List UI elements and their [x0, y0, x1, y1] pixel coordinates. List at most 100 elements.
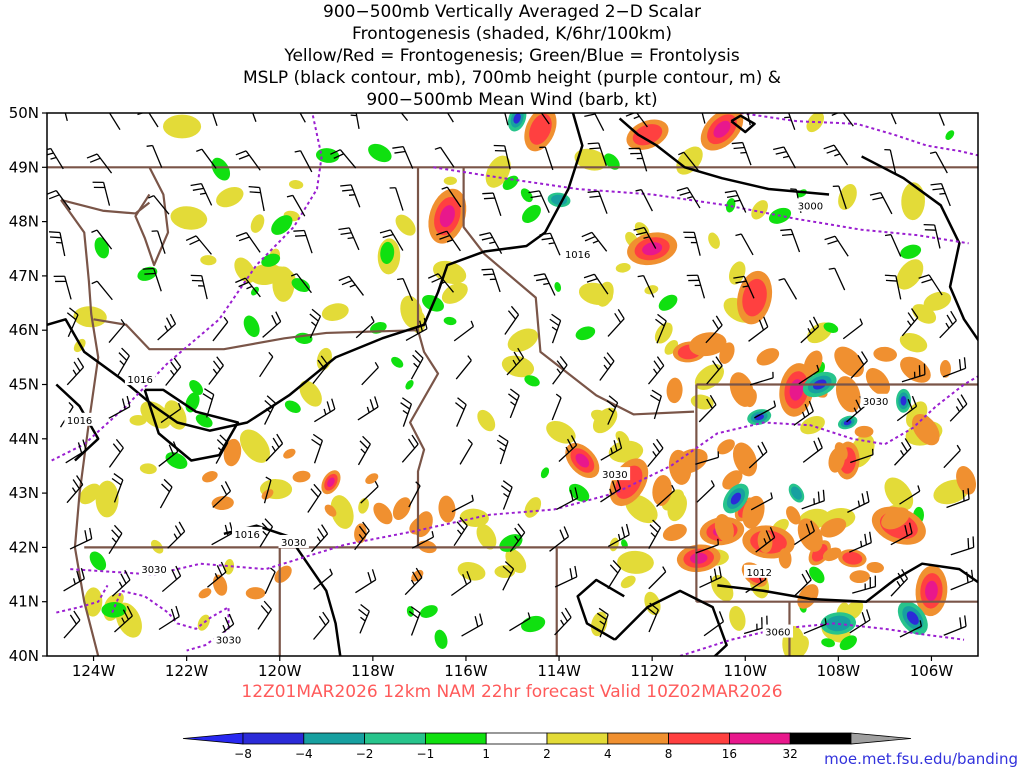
wind-barb: [706, 356, 723, 385]
contour-label-box: [213, 632, 244, 646]
shading-patch: [380, 241, 395, 264]
shading-patch: [522, 204, 541, 223]
shading-patch: [434, 629, 448, 649]
wind-barb: [66, 307, 79, 338]
wind-barb: [828, 267, 846, 291]
wind-barb: [695, 451, 720, 465]
colorbar-label: −4: [295, 747, 313, 761]
wind-barb: [434, 146, 455, 168]
shading-patch: [821, 638, 835, 648]
lat-tick-label: 42N: [9, 538, 39, 556]
shading-patch: [197, 614, 210, 631]
wind-barb: [528, 190, 550, 214]
shading-patch: [797, 518, 823, 552]
wind-barb: [148, 195, 170, 215]
shading-patch: [391, 356, 404, 368]
mslp-contour: [730, 114, 756, 134]
wind-barb: [142, 267, 162, 292]
height-3000-contour: [51, 113, 323, 462]
wind-barb: [357, 435, 371, 466]
wind-barb: [901, 363, 926, 383]
lat-tick-label: 49N: [9, 158, 39, 176]
shading-patch: [419, 605, 438, 618]
shading-patch: [881, 507, 910, 530]
shading-patch: [854, 425, 874, 438]
wind-barb: [923, 223, 941, 249]
wind-barb: [884, 148, 897, 174]
wind-barb: [92, 181, 111, 206]
wind-barb: [86, 153, 113, 174]
wind-barb: [160, 402, 182, 424]
wind-barb: [350, 113, 360, 129]
shading-patch: [708, 232, 720, 249]
wind-barb: [313, 611, 330, 640]
shading-patch: [900, 396, 907, 406]
wind-barb: [607, 559, 622, 590]
wind-barb: [265, 433, 284, 462]
shading-patch: [234, 257, 256, 283]
wind-barb: [587, 190, 608, 214]
wind-barb: [552, 355, 568, 385]
shading-patch: [392, 497, 411, 520]
contour-label: 1016: [127, 375, 152, 386]
wind-barb: [556, 487, 579, 510]
wind-barb: [943, 444, 961, 469]
contour-label-box: [124, 372, 156, 386]
wind-barb: [401, 434, 419, 463]
wind-barb: [599, 352, 615, 381]
contour-label-box: [795, 198, 826, 212]
wind-barb: [158, 441, 179, 467]
wind-barb: [48, 231, 66, 257]
shading-patch: [839, 635, 857, 651]
contour-labels: 1016 1016 1016 1016 1012 3000 3030 3030 3030 3030…: [64, 198, 891, 647]
title-line-4: MSLP (black contour, mb), 700mb height (…: [243, 68, 781, 88]
wind-barb: [942, 357, 967, 378]
shading-patch: [554, 282, 562, 292]
shading-patch: [163, 114, 202, 139]
shading-patch: [901, 182, 925, 221]
wind-barb: [777, 113, 796, 130]
shading-patch: [730, 492, 742, 505]
wind-barb: [539, 232, 561, 256]
lat-tick-label: 50N: [9, 104, 39, 122]
wind-barb: [635, 189, 653, 212]
wind-barb: [650, 389, 662, 420]
shading-patch: [438, 495, 456, 523]
shading-patch: [714, 514, 734, 543]
contour-label: 3030: [281, 538, 306, 549]
lon-tick-label: 110W: [724, 662, 768, 680]
shading-patch: [223, 438, 242, 467]
shading-patch: [751, 200, 768, 220]
lat-tick-label: 43N: [9, 484, 39, 502]
shading-patch: [911, 414, 940, 446]
shading-patch: [533, 120, 547, 139]
longitude-axis: 124W 122W 120W 118W 116W 114W 112W 110W 108W 106W: [72, 656, 953, 680]
wind-barb: [313, 568, 333, 590]
wind-barb: [190, 182, 213, 206]
wind-barb: [832, 185, 847, 210]
forecast-run-label: 12Z01MAR2026 12km NAM 22hr forecast Vali…: [241, 682, 782, 702]
contour-label: 3030: [602, 470, 627, 481]
shading-patch: [668, 449, 692, 485]
shading-patch: [243, 315, 260, 338]
shading-patch: [200, 255, 217, 266]
shading-patch: [395, 214, 416, 236]
wind-barb: [338, 275, 364, 296]
contour-label: 1016: [565, 250, 590, 261]
shading-patch: [239, 429, 270, 463]
wind-barb: [111, 473, 124, 503]
wind-barb: [780, 228, 801, 253]
height-3030-contour: [70, 375, 978, 576]
wind-barb: [158, 605, 180, 631]
shading-patch: [524, 375, 540, 387]
source-url[interactable]: moe.met.fsu.edu/banding: [824, 750, 1018, 768]
wind-barb: [159, 478, 173, 509]
wind-barb: [633, 226, 657, 249]
wind-barb: [208, 356, 224, 385]
shading-patch: [896, 259, 924, 290]
wind-barb: [549, 526, 570, 552]
wind-barb: [554, 607, 572, 636]
latitude-axis: 50N 49N 48N 47N 46N 45N 44N 43N 42N 41N 40N: [9, 104, 47, 665]
wind-barb: [357, 396, 379, 421]
shading-patch: [284, 400, 301, 414]
